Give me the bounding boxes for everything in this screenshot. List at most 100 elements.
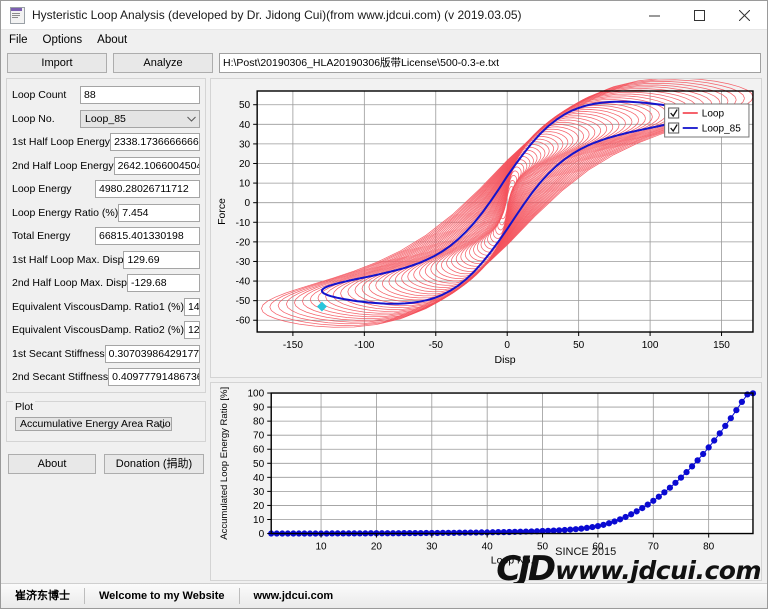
loop-no-value: Loop_85 [85, 112, 126, 125]
loop-no-select[interactable]: Loop_85 [80, 109, 200, 128]
results-group: Loop Count 88 Loop No. Loop_85 1st Half … [6, 78, 206, 393]
svg-text:70: 70 [253, 431, 265, 442]
field-label: 2nd Half Loop Energy [12, 159, 114, 172]
svg-text:90: 90 [253, 403, 265, 414]
toolbar: Import Analyze H:\Post\20190306_HLA20190… [1, 52, 767, 74]
window-controls [632, 1, 767, 29]
svg-text:-30: -30 [236, 257, 251, 268]
second-secant-stiffness-input[interactable]: 0.409777914867366 [108, 368, 200, 386]
second-half-loop-energy-input[interactable]: 2642.10660045045 [113, 156, 200, 175]
svg-text:50: 50 [239, 100, 251, 111]
plot-type-select[interactable]: Accumulative Energy Area Ratio [15, 417, 172, 431]
svg-text:100: 100 [642, 340, 659, 351]
loop-energy-ratio-input[interactable]: 7.454 [118, 203, 200, 222]
first-half-max-disp-input[interactable]: 129.69 [123, 250, 200, 269]
field-label: Loop Count [12, 89, 67, 101]
svg-text:20: 20 [371, 542, 383, 553]
close-icon[interactable] [722, 1, 767, 29]
status-divider [238, 588, 240, 604]
charts-panel: -150 -100 -50 0 50 100 150 -60 -50 -40 -30 -20 -10 0 1… [210, 78, 762, 581]
field-label: Total Energy [12, 230, 71, 242]
svg-text:30: 30 [253, 487, 265, 498]
field-1st-secant-stiffness: 1st Secant Stiffness 0.307039864291773 [12, 344, 200, 364]
svg-text:80: 80 [253, 417, 265, 428]
field-label: 2nd Half Loop Max. Disp [12, 277, 127, 289]
field-1st-half-loop-energy: 1st Half Loop Energy 2338.17366666666 [12, 132, 200, 152]
field-viscous-damp-ratio2: Equivalent ViscousDamp. Ratio2 (%) 12.20… [12, 320, 200, 340]
svg-text:30: 30 [426, 542, 438, 553]
title-bar: Hysteristic Loop Analysis (developed by … [1, 1, 767, 30]
about-button[interactable]: About [8, 454, 96, 474]
svg-text:50: 50 [253, 459, 265, 470]
viscous-damp-ratio2-input[interactable]: 12.204 [183, 321, 200, 339]
left-panel: Loop Count 88 Loop No. Loop_85 1st Half … [6, 78, 206, 579]
chevron-down-icon [155, 418, 171, 434]
svg-text:40: 40 [482, 542, 494, 553]
field-loop-energy: Loop Energy 4980.28026711712 [12, 179, 200, 199]
svg-text:-50: -50 [429, 340, 444, 351]
status-author: 崔济东博士 [15, 590, 70, 602]
action-button-row: About Donation (捐助) [6, 454, 206, 474]
field-label: 1st Half Loop Max. Disp [12, 253, 124, 266]
viscous-damp-ratio1-input[interactable]: 14.412 [183, 297, 200, 316]
svg-text:-60: -60 [236, 316, 251, 327]
field-label: Equivalent ViscousDamp. Ratio2 (%) [12, 324, 184, 336]
donation-button[interactable]: Donation (捐助) [104, 454, 204, 474]
field-viscous-damp-ratio1: Equivalent ViscousDamp. Ratio1 (%) 14.41… [12, 297, 200, 317]
first-half-loop-energy-input[interactable]: 2338.17366666666 [110, 133, 200, 151]
svg-text:Loop: Loop [702, 109, 725, 120]
svg-text:50: 50 [537, 542, 549, 553]
svg-text:60: 60 [592, 542, 604, 553]
field-2nd-secant-stiffness: 2nd Secant Stiffness 0.409777914867366 [12, 367, 200, 387]
hysteresis-loop-chart[interactable]: -150 -100 -50 0 50 100 150 -60 -50 -40 -30 -20 -10 0 1… [210, 78, 762, 378]
accumulated-energy-ratio-chart[interactable]: 10 20 30 40 50 60 70 80 0 10 20 30 40 50 60 70 80 90 100 Lo… [210, 382, 762, 581]
svg-text:Accumulated Loop Energy Ratio: Accumulated Loop Energy Ratio [%] [219, 387, 230, 540]
svg-text:70: 70 [648, 542, 660, 553]
plot-group-title: Plot [13, 401, 36, 413]
svg-text:50: 50 [573, 340, 585, 351]
svg-text:Loop_85: Loop_85 [702, 124, 741, 135]
svg-text:10: 10 [315, 542, 327, 553]
maximize-icon[interactable] [677, 1, 722, 29]
svg-text:Force: Force [216, 198, 228, 225]
field-2nd-half-loop-max-disp: 2nd Half Loop Max. Disp -129.68 [12, 273, 200, 293]
status-welcome: Welcome to my Website [99, 590, 225, 602]
svg-text:-50: -50 [236, 296, 251, 307]
field-2nd-half-loop-energy: 2nd Half Loop Energy 2642.10660045045 [12, 156, 200, 176]
import-button[interactable]: Import [7, 53, 107, 73]
loop-count-input[interactable]: 88 [80, 86, 200, 104]
svg-text:-150: -150 [283, 340, 303, 351]
svg-text:Loop No.: Loop No. [491, 555, 534, 567]
svg-text:0: 0 [259, 529, 265, 540]
field-loop-count: Loop Count 88 [12, 85, 200, 105]
svg-text:Disp: Disp [495, 354, 516, 366]
svg-text:20: 20 [239, 159, 251, 170]
svg-text:0: 0 [504, 340, 510, 351]
menu-bar: File Options About [1, 30, 767, 50]
svg-text:80: 80 [703, 542, 715, 553]
menu-item-options[interactable]: Options [42, 34, 83, 46]
field-label: Loop Energy Ratio (%) [12, 206, 119, 219]
menu-item-file[interactable]: File [9, 34, 28, 46]
field-loop-no: Loop No. Loop_85 [12, 109, 200, 129]
svg-text:-20: -20 [236, 237, 251, 248]
menu-item-about[interactable]: About [97, 34, 128, 46]
svg-text:40: 40 [239, 120, 251, 131]
file-path-input[interactable]: H:\Post\20190306_HLA20190306版带License\50… [219, 53, 761, 73]
second-half-max-disp-input[interactable]: -129.68 [126, 274, 200, 292]
total-energy-input[interactable]: 66815.401330198 [95, 227, 200, 245]
field-1st-half-loop-max-disp: 1st Half Loop Max. Disp 129.69 [12, 250, 200, 270]
field-label: 1st Secant Stiffness [12, 347, 105, 360]
svg-text:-100: -100 [354, 340, 374, 351]
window-title: Hysteristic Loop Analysis (developed by … [32, 8, 522, 22]
status-bar: 崔济东博士 Welcome to my Website www.jdcui.co… [1, 583, 767, 608]
loop-energy-input[interactable]: 4980.28026711712 [95, 180, 200, 198]
minimize-icon[interactable] [632, 1, 677, 29]
first-secant-stiffness-input[interactable]: 0.307039864291773 [104, 344, 200, 363]
analyze-button[interactable]: Analyze [113, 53, 213, 73]
plot-type-value: Accumulative Energy Area Ratio [20, 418, 171, 430]
svg-text:10: 10 [239, 179, 251, 190]
field-label: Equivalent ViscousDamp. Ratio1 (%) [12, 300, 184, 313]
svg-text:40: 40 [253, 473, 265, 484]
